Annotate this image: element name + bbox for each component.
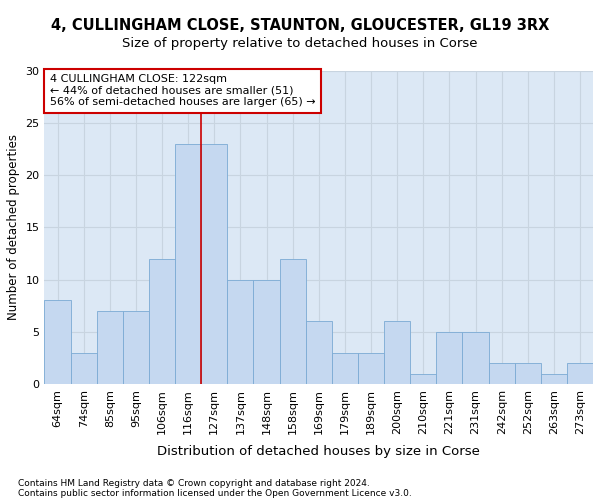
Bar <box>515 363 541 384</box>
Bar <box>149 259 175 384</box>
Bar <box>123 311 149 384</box>
Bar <box>488 363 515 384</box>
Bar <box>463 332 488 384</box>
Bar <box>567 363 593 384</box>
Bar <box>306 322 332 384</box>
Bar <box>97 311 123 384</box>
Text: Contains HM Land Registry data © Crown copyright and database right 2024.: Contains HM Land Registry data © Crown c… <box>18 478 370 488</box>
Bar <box>384 322 410 384</box>
Bar <box>332 352 358 384</box>
Bar <box>436 332 463 384</box>
Text: 4, CULLINGHAM CLOSE, STAUNTON, GLOUCESTER, GL19 3RX: 4, CULLINGHAM CLOSE, STAUNTON, GLOUCESTE… <box>51 18 549 32</box>
Bar <box>253 280 280 384</box>
Bar <box>410 374 436 384</box>
Text: Contains public sector information licensed under the Open Government Licence v3: Contains public sector information licen… <box>18 488 412 498</box>
Bar <box>541 374 567 384</box>
X-axis label: Distribution of detached houses by size in Corse: Distribution of detached houses by size … <box>157 445 480 458</box>
Bar <box>201 144 227 384</box>
Bar <box>175 144 201 384</box>
Bar <box>280 259 306 384</box>
Bar <box>71 352 97 384</box>
Y-axis label: Number of detached properties: Number of detached properties <box>7 134 20 320</box>
Bar <box>358 352 384 384</box>
Bar <box>44 300 71 384</box>
Text: Size of property relative to detached houses in Corse: Size of property relative to detached ho… <box>122 38 478 51</box>
Bar <box>227 280 253 384</box>
Text: 4 CULLINGHAM CLOSE: 122sqm
← 44% of detached houses are smaller (51)
56% of semi: 4 CULLINGHAM CLOSE: 122sqm ← 44% of deta… <box>50 74 316 108</box>
